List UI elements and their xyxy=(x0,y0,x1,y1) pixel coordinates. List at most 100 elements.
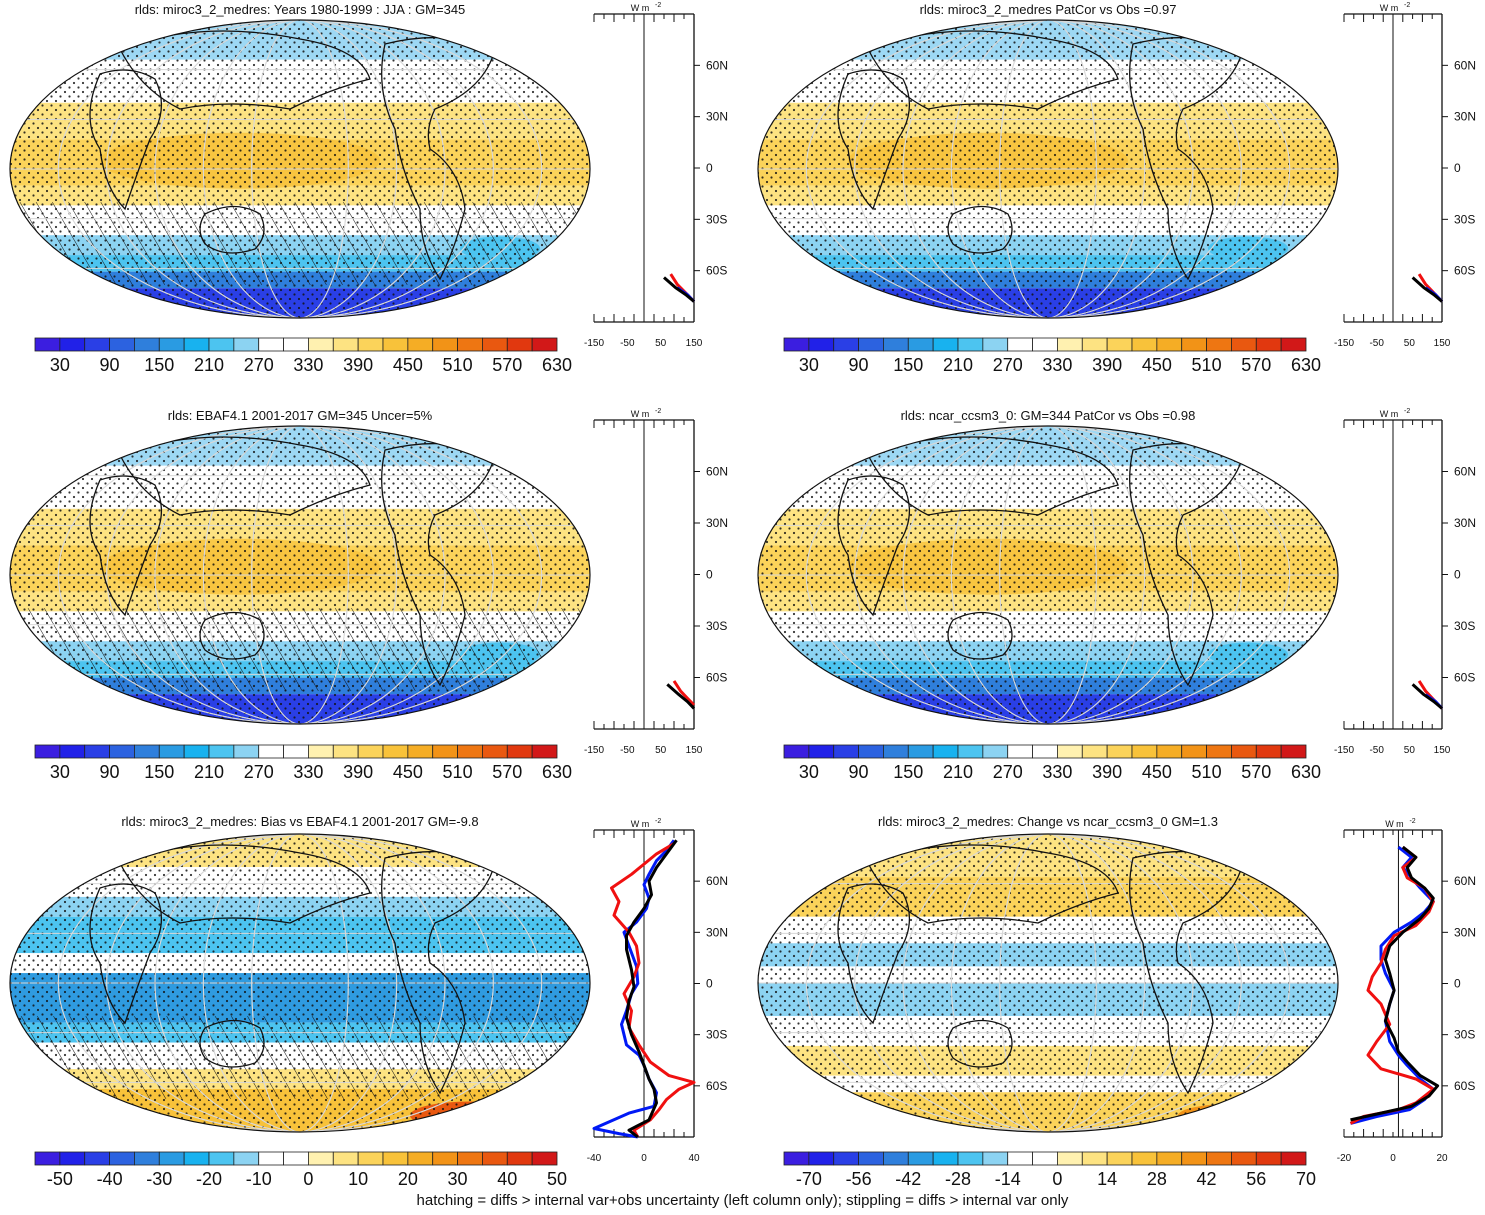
zonal-series-black xyxy=(625,839,678,1139)
colorbar-swatch xyxy=(134,1151,160,1166)
zonal-lat-label: 60N xyxy=(1454,874,1476,888)
graticule-lon xyxy=(106,20,494,318)
zonal-lat-label: 30N xyxy=(706,516,728,530)
colorbar-swatch xyxy=(158,744,185,759)
zonal-xtick-label: -150 xyxy=(1334,338,1354,349)
colorbar-swatch xyxy=(1231,744,1257,759)
zonal-series-black xyxy=(1350,845,1440,1122)
colorbar-swatch xyxy=(1280,1151,1307,1166)
colorbar-swatch xyxy=(1131,1151,1158,1166)
colorbar-swatch xyxy=(1231,337,1257,352)
colorbar-swatch xyxy=(183,744,210,759)
colorbar-label: 510 xyxy=(1192,355,1222,375)
colorbar-swatch xyxy=(1057,744,1083,759)
graticule-lon xyxy=(154,426,446,724)
coastline xyxy=(1129,36,1244,281)
colorbar-label: 56 xyxy=(1246,1169,1266,1189)
zonal-unit-exponent: -2 xyxy=(655,2,661,9)
colorbar-swatch xyxy=(1106,1151,1133,1166)
colorbar-label: 30 xyxy=(50,355,70,375)
colorbar-label: 70 xyxy=(1296,1169,1316,1189)
zonal-lat-label: 30S xyxy=(1454,619,1475,633)
colorbar-swatch xyxy=(208,1151,235,1166)
colorbar-label: -20 xyxy=(196,1169,222,1189)
colorbar-swatch xyxy=(1131,744,1158,759)
colorbar-swatch xyxy=(907,337,934,352)
zonal-xtick-label: 40 xyxy=(688,1153,700,1164)
colorbar-swatch xyxy=(482,744,508,759)
zonal-lat-label: 60N xyxy=(706,58,728,72)
colorbar-label: 150 xyxy=(893,355,923,375)
colorbar-swatch xyxy=(109,1151,135,1166)
coastline xyxy=(89,883,163,1025)
coastline xyxy=(837,883,911,1025)
colorbar-swatch xyxy=(982,337,1009,352)
colorbar-label: 450 xyxy=(1142,355,1172,375)
colorbar-label: 90 xyxy=(849,355,869,375)
colorbar-swatch xyxy=(932,744,959,759)
colorbar-label: 20 xyxy=(398,1169,418,1189)
colorbar-label: 210 xyxy=(194,355,224,375)
colorbar-label: 510 xyxy=(443,355,473,375)
zonal-unit-label: W m xyxy=(631,3,650,13)
colorbar-label: 270 xyxy=(244,355,274,375)
colorbar-swatch xyxy=(84,744,110,759)
colorbar-swatch xyxy=(357,337,384,352)
colorbar-swatch xyxy=(506,337,533,352)
colorbar-label: -14 xyxy=(995,1169,1021,1189)
colorbar-swatch xyxy=(357,1151,384,1166)
zonal-unit-exponent: -2 xyxy=(655,408,661,415)
coastline xyxy=(837,69,911,211)
panel-title: rlds: miroc3_2_medres: Change vs ncar_cc… xyxy=(878,814,1218,829)
zonal-lat-label: 30S xyxy=(1454,1028,1475,1042)
colorbar-swatch xyxy=(407,1151,434,1166)
antarctic-bias-region xyxy=(20,1105,120,1126)
colorbar-label: -70 xyxy=(796,1169,822,1189)
coastline xyxy=(381,36,496,281)
graticule-lon xyxy=(950,834,1146,1132)
colorbar-label: 270 xyxy=(993,355,1023,375)
colorbar-label: 210 xyxy=(943,762,973,782)
coastline xyxy=(199,205,265,254)
colorbar-label: 30 xyxy=(50,762,70,782)
zonal-xtick-label: -50 xyxy=(620,338,635,349)
zonal-xtick-label: -150 xyxy=(1334,745,1354,756)
graticule-lon xyxy=(57,20,543,318)
coastline xyxy=(947,1019,1013,1068)
coastline xyxy=(947,205,1013,254)
graticule-lon xyxy=(902,426,1194,724)
colorbar-swatch xyxy=(382,1151,409,1166)
colorbar-swatch xyxy=(59,1151,86,1166)
colorbar-swatch xyxy=(233,1151,260,1166)
colorbar-swatch xyxy=(283,337,309,352)
colorbar-swatch xyxy=(432,744,458,759)
zonal-xtick-label: -50 xyxy=(1369,745,1384,756)
colorbar-swatch xyxy=(808,1151,835,1166)
zonal-xtick-label: 50 xyxy=(1404,745,1416,756)
colorbar-swatch xyxy=(808,337,835,352)
zonal-lat-label: 0 xyxy=(706,977,713,991)
zonal-unit-exponent: -2 xyxy=(1404,408,1410,415)
coastline xyxy=(867,844,1119,924)
colorbar-swatch xyxy=(833,1151,859,1166)
colorbar-label: -42 xyxy=(895,1169,921,1189)
colorbar-swatch xyxy=(457,744,483,759)
colorbar-swatch xyxy=(233,744,260,759)
coastline xyxy=(199,1019,265,1068)
colorbar-label: 150 xyxy=(144,762,174,782)
zonal-lat-label: 0 xyxy=(1454,568,1461,582)
panel-p2: rlds: miroc3_2_medres PatCor vs Obs =0.9… xyxy=(757,2,1476,375)
map-p5 xyxy=(10,834,590,1132)
coastline xyxy=(1129,850,1244,1095)
colorbar-label: -56 xyxy=(846,1169,872,1189)
colorbar-swatch xyxy=(258,1151,284,1166)
zonal-lat-label: 60S xyxy=(1454,671,1475,685)
graticule-lon xyxy=(950,20,1146,318)
zonal-lat-label: 30N xyxy=(1454,925,1476,939)
zonal-xtick-label: 150 xyxy=(686,745,703,756)
coastline xyxy=(119,844,371,924)
coastline xyxy=(867,30,1119,110)
colorbar-label: 390 xyxy=(343,762,373,782)
graticule-lon xyxy=(999,834,1097,1132)
colorbar-label: 90 xyxy=(100,355,120,375)
